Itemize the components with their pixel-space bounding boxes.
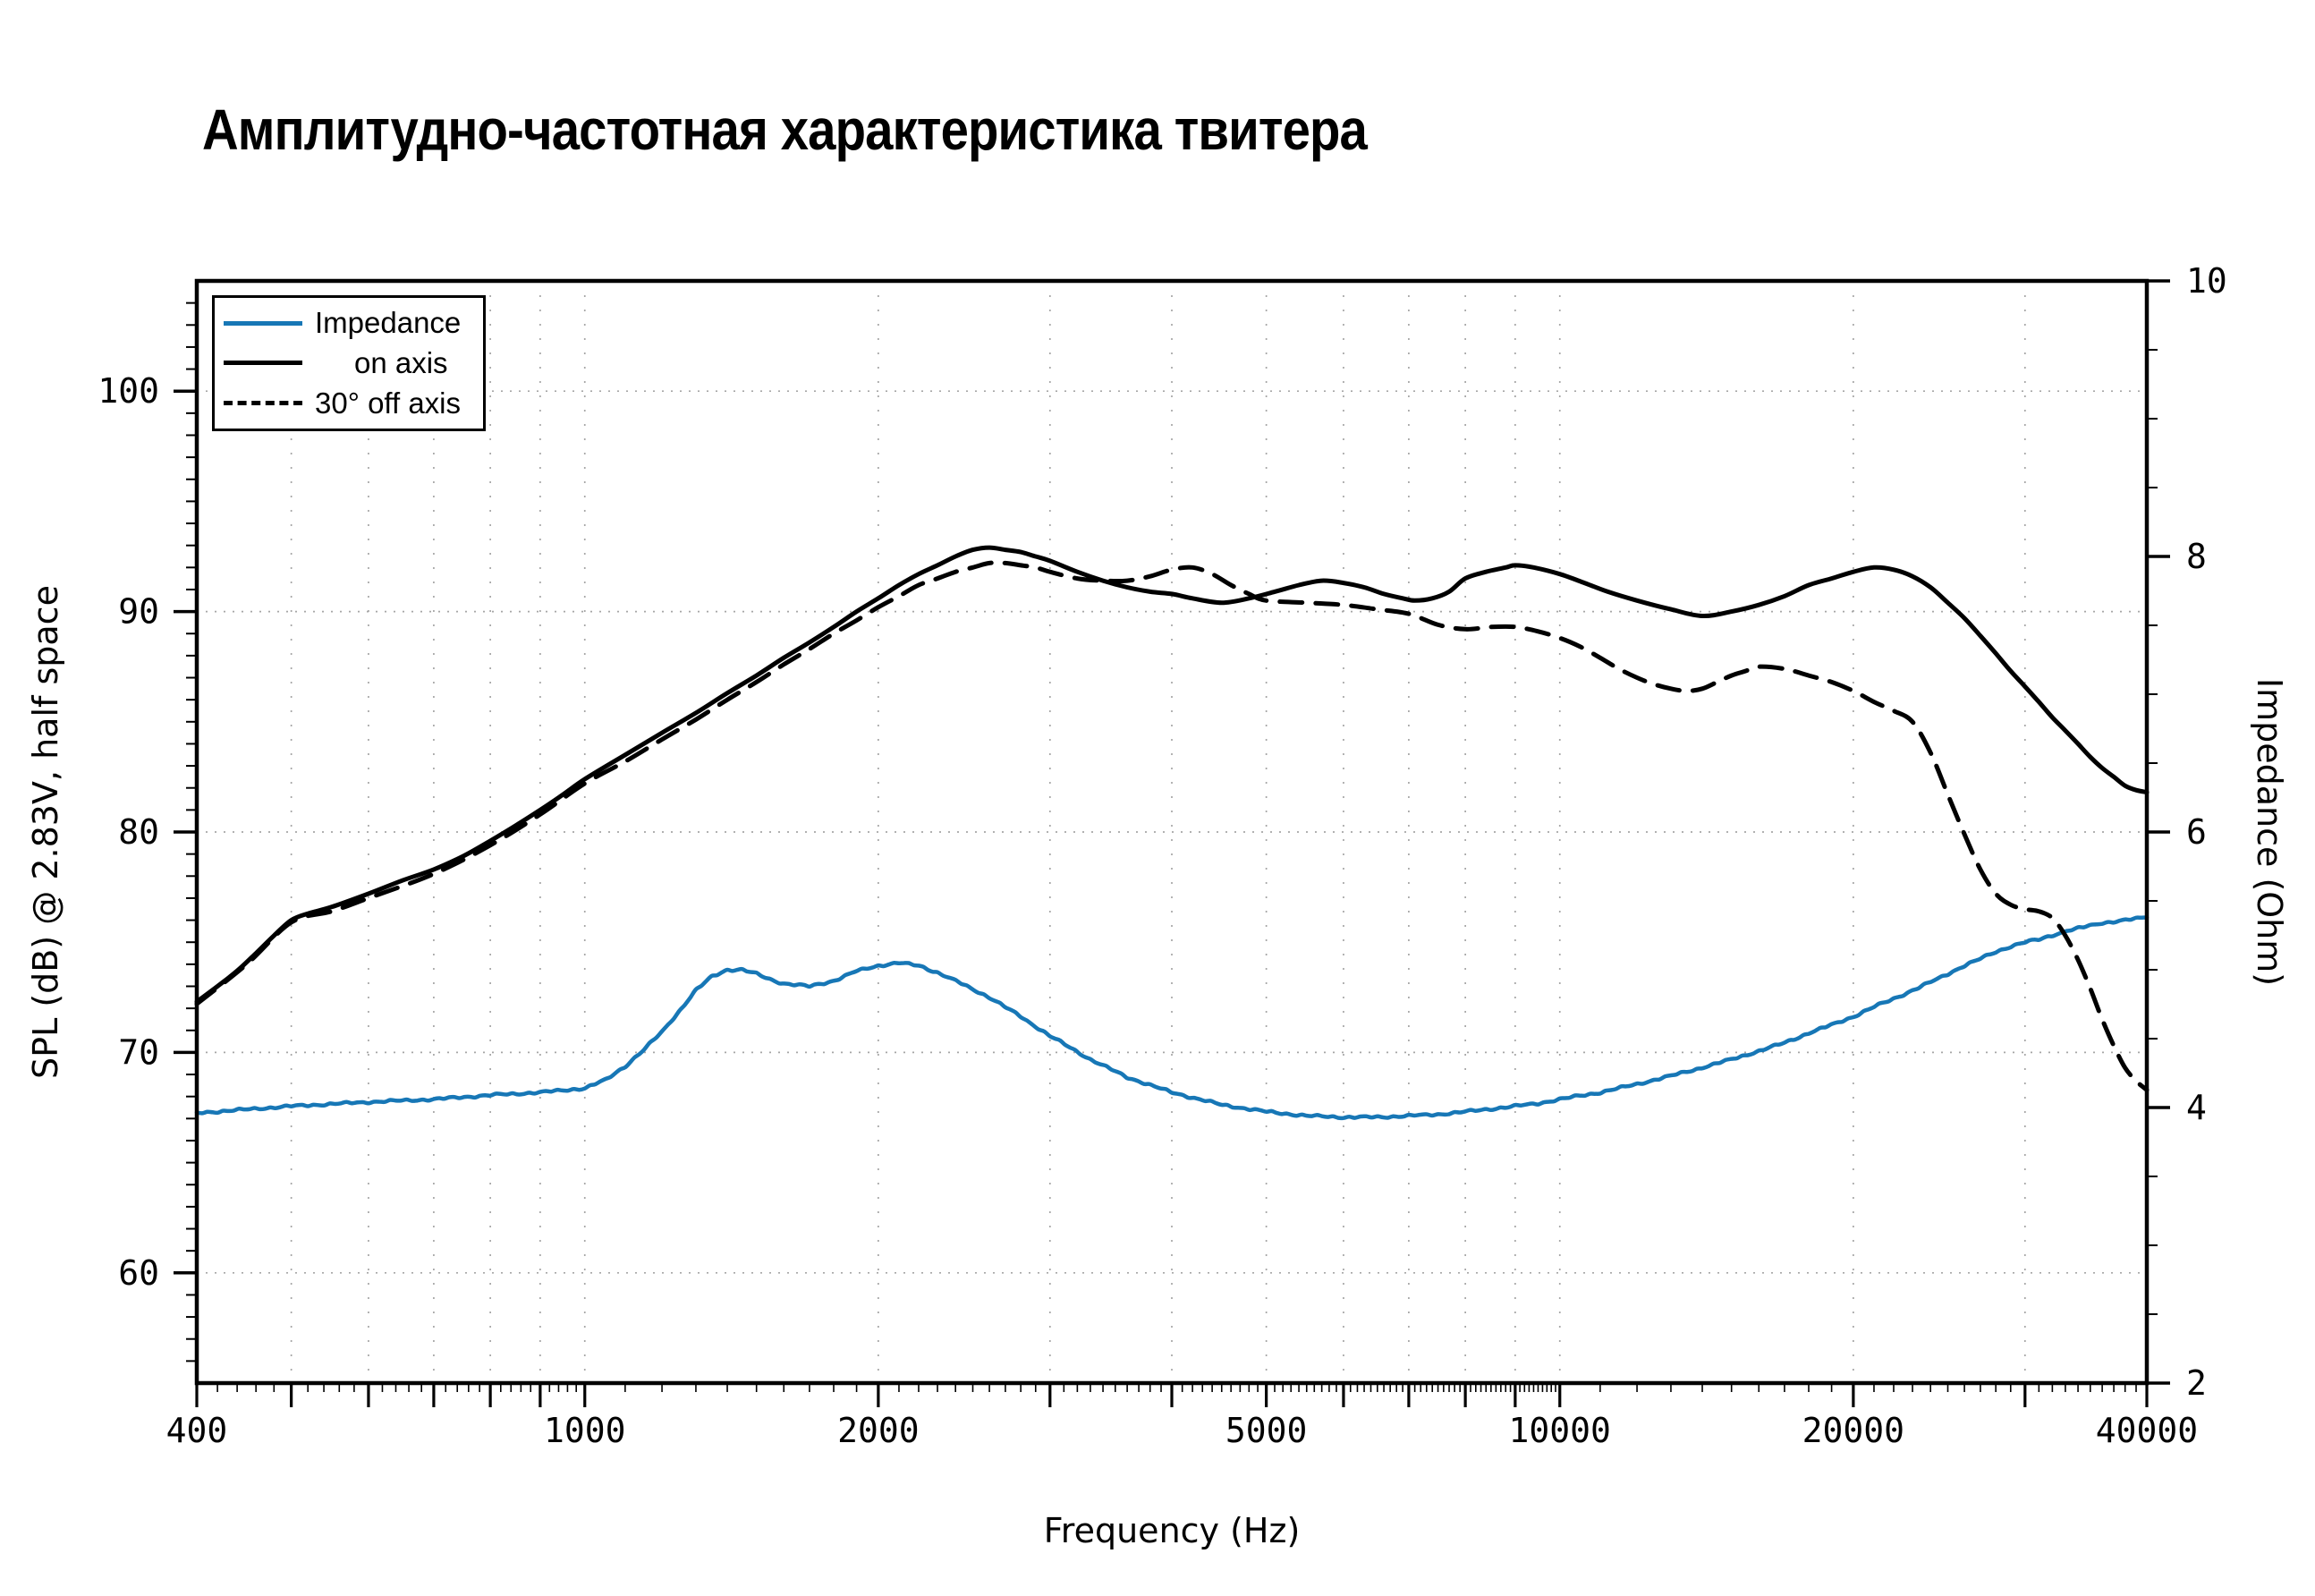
y-left-tick-70: 70 <box>118 1032 159 1072</box>
off-axis-curve <box>194 560 2150 1092</box>
x-tick-2000: 2000 <box>837 1411 920 1450</box>
on-axis-curve <box>194 545 2150 1005</box>
curves <box>194 545 2150 1121</box>
off-axis-line-sample <box>224 401 302 406</box>
y-right-tick-8: 8 <box>2186 537 2207 576</box>
y-left-tick-100: 100 <box>98 371 159 411</box>
y-right-tick-2: 2 <box>2186 1363 2207 1403</box>
y-left-tick-90: 90 <box>118 592 159 632</box>
y-right-tick-4: 4 <box>2186 1088 2207 1127</box>
x-tick-1000: 1000 <box>544 1411 626 1450</box>
x-axis-label: Frequency (Hz) <box>1044 1511 1301 1550</box>
chart-title: Амплитудно-частотная характеристика твит… <box>202 98 1368 162</box>
x-tick-20000: 20000 <box>1802 1411 1904 1450</box>
y-left-tick-80: 80 <box>118 812 159 852</box>
on-axis-line-sample <box>224 361 302 366</box>
tick-labels: 400 1000 2000 5000 10000 20000 40000 60 70 80 90 10… <box>98 261 2226 1450</box>
y-axis-label-left: SPL (dB) @ 2.83V, half space <box>26 585 65 1079</box>
x-tick-40000: 40000 <box>2096 1411 2198 1450</box>
y-axis-label-right: Impedance (Ohm) <box>2250 678 2289 986</box>
legend-item-impedance: Impedance <box>224 303 474 343</box>
y-left-tick-60: 60 <box>118 1253 159 1293</box>
legend-label: Impedance <box>315 306 462 340</box>
y-right-tick-6: 6 <box>2186 812 2207 852</box>
axis-ticks <box>174 279 2170 1407</box>
impedance-curve <box>194 915 2150 1121</box>
legend-label: on axis <box>354 345 448 379</box>
gridlines <box>197 281 2147 1383</box>
legend-item-off-axis: 30° off axis <box>224 384 474 423</box>
x-tick-400: 400 <box>166 1411 228 1450</box>
plot-frame <box>194 278 2150 1386</box>
legend-label: 30° off axis <box>315 386 462 420</box>
legend: Impedance on axis 30° off axis <box>212 295 486 431</box>
impedance-line-sample <box>224 320 302 326</box>
legend-item-on-axis: on axis <box>224 344 474 383</box>
x-tick-5000: 5000 <box>1225 1411 1308 1450</box>
y-right-tick-10: 10 <box>2186 261 2227 301</box>
x-tick-10000: 10000 <box>1509 1411 1611 1450</box>
